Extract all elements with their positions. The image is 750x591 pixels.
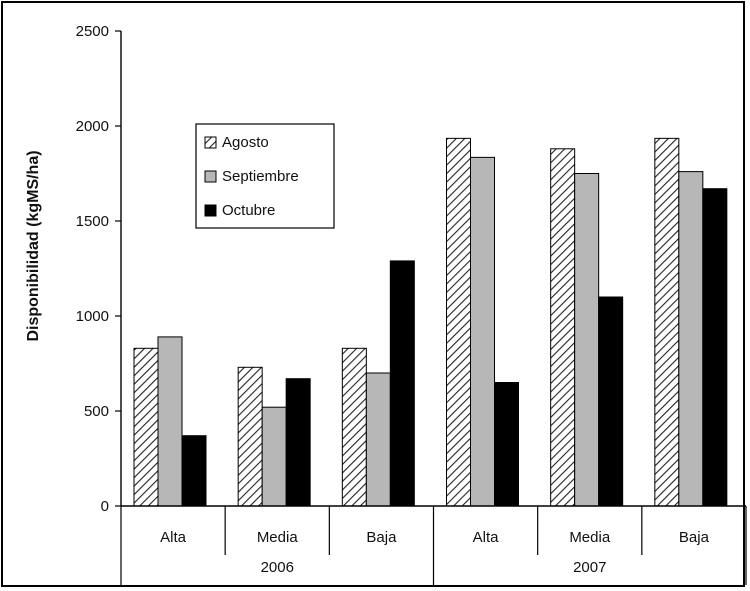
legend: Agosto Septiembre Octubre [195,123,335,229]
y-axis-title: Disponibilidad (kgMS/ha) [25,150,42,341]
bar-septiembre-5 [678,171,704,507]
bar-septiembre-3 [470,156,495,507]
legend-label-agosto: Agosto [222,134,269,151]
axes-layer [120,31,747,585]
x-group-label: 2006 [261,559,294,576]
legend-box [195,123,335,229]
bar-agosto-5 [654,137,680,507]
y-tick-label: 1000 [76,308,109,325]
bars-layer [133,137,728,507]
bar-septiembre-2 [365,372,391,507]
x-category-label: Alta [160,529,187,546]
bar-octubre-5 [702,188,728,507]
bar-octubre-2 [389,260,415,507]
bar-septiembre-0 [157,336,183,507]
bar-octubre-4 [598,296,624,507]
y-tick-label: 2000 [76,118,109,135]
y-axis-ticks: 0 500 1000 1500 2000 2500 [76,23,121,515]
legend-swatch-septiembre [204,170,217,183]
legend-label-septiembre: Septiembre [222,168,299,185]
bar-septiembre-4 [574,173,600,507]
x-group-label: 2007 [573,559,606,576]
y-tick-label: 500 [84,403,109,420]
x-axis-labels: Alta Media Baja Alta Media Baja 2006 2007 [160,529,709,576]
bar-octubre-3 [494,382,519,507]
bar-octubre-1 [285,378,311,507]
bar-agosto-4 [550,148,576,507]
y-tick-label: 0 [101,498,109,515]
y-tick-label: 1500 [76,213,109,230]
bar-agosto-1 [237,366,263,507]
bar-agosto-3 [446,137,471,507]
x-category-label: Alta [473,529,500,546]
bar-agosto-2 [341,347,367,507]
legend-swatch-agosto [204,136,217,149]
legend-label-octubre: Octubre [222,202,275,219]
bar-septiembre-1 [261,406,287,507]
y-tick-label: 2500 [76,23,109,40]
x-category-label: Baja [679,529,710,546]
x-category-label: Media [257,529,299,546]
bar-octubre-0 [181,435,207,507]
bar-agosto-0 [133,347,159,507]
x-category-label: Baja [366,529,397,546]
legend-swatch-octubre [204,204,217,217]
x-category-label: Media [569,529,611,546]
